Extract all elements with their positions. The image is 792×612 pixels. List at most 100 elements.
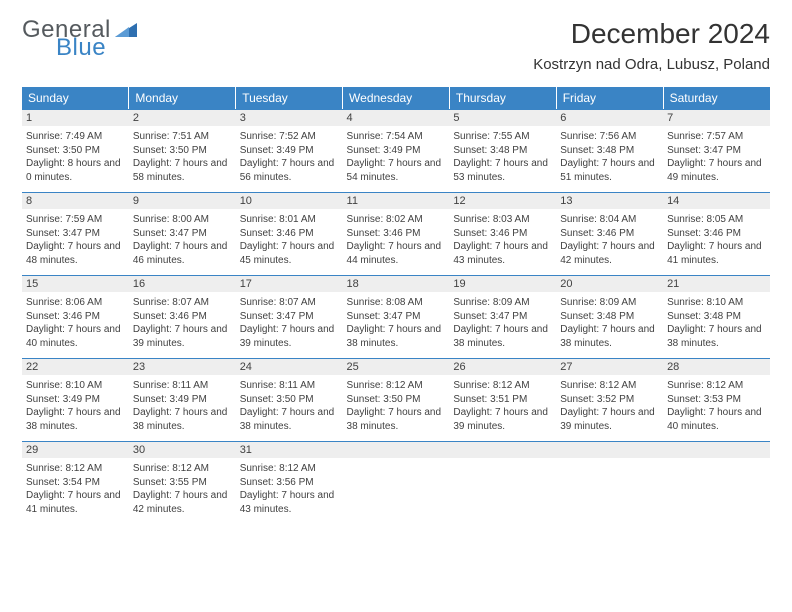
calendar-day-cell: 28Sunrise: 8:12 AMSunset: 3:53 PMDayligh… [663, 358, 770, 441]
cell-body: Sunrise: 8:02 AMSunset: 3:46 PMDaylight:… [343, 211, 450, 275]
sunrise-text: Sunrise: 7:59 AM [26, 213, 125, 227]
sunset-text: Sunset: 3:49 PM [133, 393, 232, 407]
calendar-day-cell: 29Sunrise: 8:12 AMSunset: 3:54 PMDayligh… [22, 441, 129, 524]
cell-body: Sunrise: 7:57 AMSunset: 3:47 PMDaylight:… [663, 128, 770, 192]
sunrise-text: Sunrise: 8:12 AM [453, 379, 552, 393]
calendar-day-cell: 4Sunrise: 7:54 AMSunset: 3:49 PMDaylight… [343, 109, 450, 192]
sunrise-text: Sunrise: 7:55 AM [453, 130, 552, 144]
cell-body: Sunrise: 8:00 AMSunset: 3:47 PMDaylight:… [129, 211, 236, 275]
sunset-text: Sunset: 3:48 PM [560, 310, 659, 324]
sunset-text: Sunset: 3:54 PM [26, 476, 125, 490]
sunrise-text: Sunrise: 8:12 AM [240, 462, 339, 476]
weekday-header: Thursday [449, 87, 556, 109]
daylight-text: Daylight: 7 hours and 38 minutes. [347, 406, 446, 433]
cell-body: Sunrise: 8:12 AMSunset: 3:51 PMDaylight:… [449, 377, 556, 441]
calendar-day-cell: 17 Sunrise: 8:07 AMSunset: 3:47 PMDayligh… [236, 275, 343, 358]
daylight-text: Daylight: 7 hours and 51 minutes. [560, 157, 659, 184]
calendar-week-row: 22Sunrise: 8:10 AMSunset: 3:49 PMDayligh… [22, 358, 770, 441]
sunrise-text: Sunrise: 8:01 AM [240, 213, 339, 227]
cell-body [449, 460, 556, 520]
day-number: 11 [343, 192, 450, 209]
day-number: 14 [663, 192, 770, 209]
logo: General Blue [22, 18, 137, 60]
sunrise-text: Sunrise: 8:11 AM [240, 379, 339, 393]
sunset-text: Sunset: 3:47 PM [667, 144, 766, 158]
day-number: 31 [236, 441, 343, 458]
daylight-text: Daylight: 7 hours and 39 minutes. [133, 323, 232, 350]
daylight-text: Daylight: 7 hours and 43 minutes. [453, 240, 552, 267]
cell-body [663, 460, 770, 520]
cell-body: Sunrise: 8:11 AMSunset: 3:49 PMDaylight:… [129, 377, 236, 441]
daylight-text: Daylight: 7 hours and 43 minutes. [240, 489, 339, 516]
cell-body: Sunrise: 8:01 AMSunset: 3:46 PMDaylight:… [236, 211, 343, 275]
daylight-text: Daylight: 7 hours and 58 minutes. [133, 157, 232, 184]
day-number: 10 [236, 192, 343, 209]
title-block: December 2024 Kostrzyn nad Odra, Lubusz,… [533, 18, 770, 73]
day-number: 5 [449, 109, 556, 126]
day-number: 6 [556, 109, 663, 126]
sunset-text: Sunset: 3:46 PM [560, 227, 659, 241]
calendar-day-cell: 12Sunrise: 8:03 AMSunset: 3:46 PMDayligh… [449, 192, 556, 275]
calendar-day-cell: 22Sunrise: 8:10 AMSunset: 3:49 PMDayligh… [22, 358, 129, 441]
daylight-text: Daylight: 7 hours and 38 minutes. [347, 323, 446, 350]
day-number: 4 [343, 109, 450, 126]
location: Kostrzyn nad Odra, Lubusz, Poland [533, 56, 770, 73]
sunset-text: Sunset: 3:46 PM [133, 310, 232, 324]
sunset-text: Sunset: 3:46 PM [26, 310, 125, 324]
cell-body: Sunrise: 8:09 AMSunset: 3:48 PMDaylight:… [556, 294, 663, 358]
cell-body: Sunrise: 7:51 AMSunset: 3:50 PMDaylight:… [129, 128, 236, 192]
daynum-row [556, 441, 663, 458]
sunrise-text: Sunrise: 8:06 AM [26, 296, 125, 310]
sunrise-text: Sunrise: 8:12 AM [560, 379, 659, 393]
daylight-text: Daylight: 7 hours and 46 minutes. [133, 240, 232, 267]
sunset-text: Sunset: 3:50 PM [347, 393, 446, 407]
sunrise-text: Sunrise: 7:56 AM [560, 130, 659, 144]
sunrise-text: Sunrise: 8:07 AM [133, 296, 232, 310]
daylight-text: Daylight: 7 hours and 39 minutes. [560, 406, 659, 433]
sunrise-text: Sunrise: 7:54 AM [347, 130, 446, 144]
calendar-week-row: 15Sunrise: 8:06 AMSunset: 3:46 PMDayligh… [22, 275, 770, 358]
day-number: 27 [556, 358, 663, 375]
day-number: 16 [129, 275, 236, 292]
sunset-text: Sunset: 3:56 PM [240, 476, 339, 490]
daylight-text: Daylight: 7 hours and 38 minutes. [240, 406, 339, 433]
sunset-text: Sunset: 3:50 PM [240, 393, 339, 407]
cell-body: Sunrise: 8:07 AMSunset: 3:47 PMDaylight:… [236, 294, 343, 358]
day-number: 7 [663, 109, 770, 126]
calendar-day-cell: 24Sunrise: 8:11 AMSunset: 3:50 PMDayligh… [236, 358, 343, 441]
day-number: 23 [129, 358, 236, 375]
day-number: 26 [449, 358, 556, 375]
sunset-text: Sunset: 3:49 PM [347, 144, 446, 158]
sunrise-text: Sunrise: 8:12 AM [133, 462, 232, 476]
cell-body: Sunrise: 7:52 AMSunset: 3:49 PMDaylight:… [236, 128, 343, 192]
day-number: 15 [22, 275, 129, 292]
daylight-text: Daylight: 7 hours and 49 minutes. [667, 157, 766, 184]
calendar-day-cell: 31 Sunrise: 8:12 AMSunset: 3:56 PMDayligh… [236, 441, 343, 524]
daylight-text: Daylight: 7 hours and 48 minutes. [26, 240, 125, 267]
calendar-day-cell: 15Sunrise: 8:06 AMSunset: 3:46 PMDayligh… [22, 275, 129, 358]
cell-body: Sunrise: 8:11 AMSunset: 3:50 PMDaylight:… [236, 377, 343, 441]
calendar-day-cell: 6Sunrise: 7:56 AMSunset: 3:48 PMDaylight… [556, 109, 663, 192]
sunrise-text: Sunrise: 7:57 AM [667, 130, 766, 144]
weekday-header: Monday [129, 87, 236, 109]
calendar-table: SundayMondayTuesdayWednesdayThursdayFrid… [22, 87, 770, 524]
sunrise-text: Sunrise: 8:10 AM [667, 296, 766, 310]
day-number: 28 [663, 358, 770, 375]
sunrise-text: Sunrise: 7:49 AM [26, 130, 125, 144]
sunset-text: Sunset: 3:47 PM [347, 310, 446, 324]
day-number: 17 [236, 275, 343, 292]
sunset-text: Sunset: 3:48 PM [667, 310, 766, 324]
sunset-text: Sunset: 3:46 PM [347, 227, 446, 241]
weekday-header: Friday [556, 87, 663, 109]
calendar-day-cell: 7 Sunrise: 7:57 AMSunset: 3:47 PMDaylight… [663, 109, 770, 192]
cell-body [343, 460, 450, 520]
calendar-day-cell: 30Sunrise: 8:12 AMSunset: 3:55 PMDayligh… [129, 441, 236, 524]
sunrise-text: Sunrise: 8:08 AM [347, 296, 446, 310]
daynum-row [343, 441, 450, 458]
sunrise-text: Sunrise: 8:02 AM [347, 213, 446, 227]
day-number: 12 [449, 192, 556, 209]
sunrise-text: Sunrise: 8:04 AM [560, 213, 659, 227]
daylight-text: Daylight: 7 hours and 45 minutes. [240, 240, 339, 267]
daylight-text: Daylight: 7 hours and 41 minutes. [26, 489, 125, 516]
calendar-week-row: 8Sunrise: 7:59 AMSunset: 3:47 PMDaylight… [22, 192, 770, 275]
